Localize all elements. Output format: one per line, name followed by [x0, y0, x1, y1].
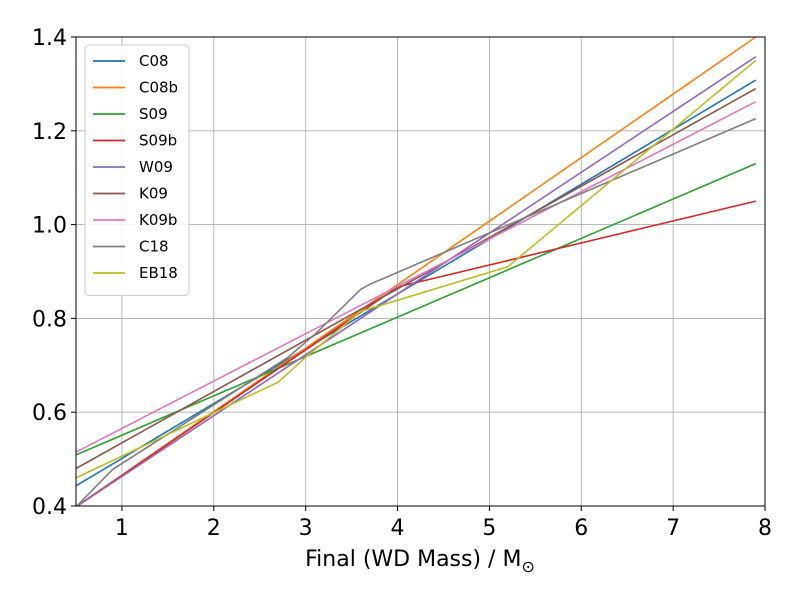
y-tick-label: 0.6 — [32, 401, 67, 426]
legend-label-w09: W09 — [139, 158, 173, 176]
x-axis-title: Final (WD Mass) / M⊙ — [305, 547, 535, 576]
y-tick-label: 1.4 — [32, 26, 67, 51]
x-tick-label: 8 — [758, 516, 772, 541]
x-tick-label: 4 — [391, 516, 405, 541]
x-tick-label: 3 — [299, 516, 313, 541]
series-lines — [76, 37, 757, 506]
series-line-w09 — [76, 56, 757, 506]
x-axis-title-text: Final (WD Mass) / M — [305, 547, 521, 572]
legend-label-s09: S09 — [139, 105, 168, 123]
x-tick-label: 6 — [574, 516, 588, 541]
plot-frame — [75, 36, 766, 507]
x-tick-label: 2 — [207, 516, 221, 541]
y-tick-label: 0.8 — [32, 307, 67, 332]
legend-label-eb18: EB18 — [139, 264, 178, 282]
series-line-k09 — [76, 87, 757, 470]
series-line-s09 — [76, 162, 757, 456]
series-line-k09b — [76, 100, 757, 453]
legend: C08 C08b S09 S09b W09 K09 K09b C18 EB18 — [84, 44, 190, 296]
legend-label-k09: K09 — [139, 185, 168, 203]
x-tick-label: 5 — [482, 516, 496, 541]
legend-label-c08: C08 — [139, 52, 169, 70]
axis-ticks: 1 2 3 4 5 6 7 8 0.4 0.6 0.8 1.0 1.2 1.4 — [32, 26, 772, 541]
grid — [76, 37, 765, 506]
x-axis-title-subscript: ⊙ — [521, 557, 534, 576]
y-tick-label: 0.4 — [32, 495, 67, 520]
legend-label-c18: C18 — [139, 238, 169, 256]
y-tick-label: 1.0 — [32, 214, 67, 239]
x-tick-label: 7 — [666, 516, 680, 541]
series-line-c18 — [76, 117, 757, 506]
legend-label-s09b: S09b — [139, 132, 177, 150]
legend-label-k09b: K09b — [139, 211, 177, 229]
y-tick-label: 1.2 — [32, 120, 67, 145]
legend-box — [84, 44, 190, 296]
x-tick-label: 1 — [115, 516, 129, 541]
legend-label-c08b: C08b — [139, 79, 178, 97]
series-line-eb18 — [76, 59, 757, 479]
